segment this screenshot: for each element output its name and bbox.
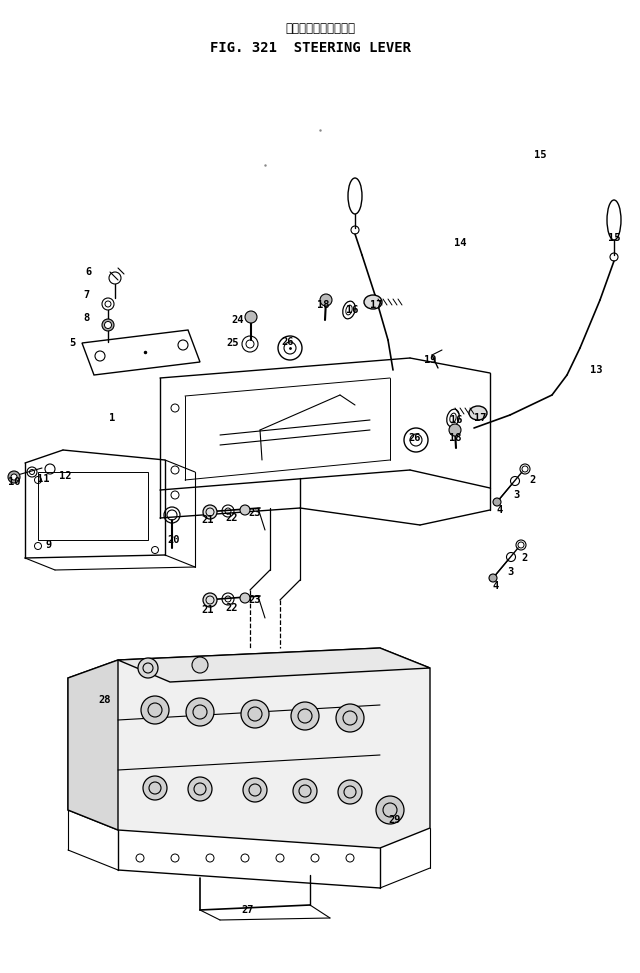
Circle shape [8,471,20,483]
Text: 12: 12 [59,471,71,481]
Circle shape [203,593,217,607]
Text: 20: 20 [168,535,180,545]
Text: 24: 24 [232,315,244,325]
Text: 3: 3 [513,490,519,500]
Text: FIG. 321  STEERING LEVER: FIG. 321 STEERING LEVER [209,41,410,55]
Circle shape [102,319,114,331]
Text: 25: 25 [227,338,239,348]
Text: 29: 29 [388,815,401,825]
Text: 3: 3 [507,567,513,577]
Text: 15: 15 [534,150,547,160]
Text: 15: 15 [608,233,620,243]
Circle shape [293,779,317,803]
Text: 19: 19 [424,355,436,365]
Circle shape [188,777,212,801]
Circle shape [203,505,217,519]
Text: 26: 26 [282,337,294,347]
Circle shape [493,498,501,506]
Text: 28: 28 [99,695,111,705]
Polygon shape [118,648,430,682]
Text: 7: 7 [83,290,89,300]
Circle shape [320,294,332,306]
Text: 4: 4 [493,581,499,591]
Text: 5: 5 [69,338,75,348]
Text: 1: 1 [109,413,115,423]
Bar [38,472,148,540]
Text: 2: 2 [521,553,527,563]
Text: 14: 14 [454,238,467,248]
Circle shape [243,778,267,802]
Text: 26: 26 [409,433,421,443]
Text: 11: 11 [36,474,49,484]
Circle shape [11,474,17,480]
Text: 10: 10 [8,477,20,487]
Circle shape [241,700,269,728]
Circle shape [240,593,250,603]
Text: 21: 21 [202,515,214,525]
Text: 2: 2 [529,475,535,485]
Text: 8: 8 [83,313,89,323]
Ellipse shape [469,406,487,420]
Text: 17: 17 [370,300,382,310]
Text: 21: 21 [202,605,214,615]
Polygon shape [68,648,430,848]
Circle shape [489,574,497,582]
Text: 22: 22 [226,513,238,523]
Circle shape [245,311,257,323]
Text: 9: 9 [46,540,52,550]
Polygon shape [68,660,118,830]
Circle shape [192,657,208,673]
Text: 16: 16 [346,305,358,315]
Text: 18: 18 [317,300,329,310]
Circle shape [338,780,362,804]
Text: ステアリング　レバー: ステアリング レバー [285,21,355,34]
Text: 23: 23 [249,508,261,518]
Text: 6: 6 [85,267,91,277]
Circle shape [138,658,158,678]
Text: 4: 4 [497,505,503,515]
Text: 22: 22 [226,603,238,613]
Circle shape [186,698,214,726]
Circle shape [336,704,364,732]
Text: 27: 27 [242,905,254,915]
Text: 13: 13 [589,365,602,375]
Circle shape [291,702,319,730]
Circle shape [376,796,404,824]
Circle shape [141,696,169,724]
Circle shape [143,776,167,800]
Ellipse shape [364,295,382,309]
Text: 23: 23 [249,595,261,605]
Text: 18: 18 [449,433,461,443]
Circle shape [240,505,250,515]
Text: 16: 16 [450,415,462,425]
Circle shape [104,321,111,329]
Text: 17: 17 [474,413,486,423]
Circle shape [449,424,461,436]
